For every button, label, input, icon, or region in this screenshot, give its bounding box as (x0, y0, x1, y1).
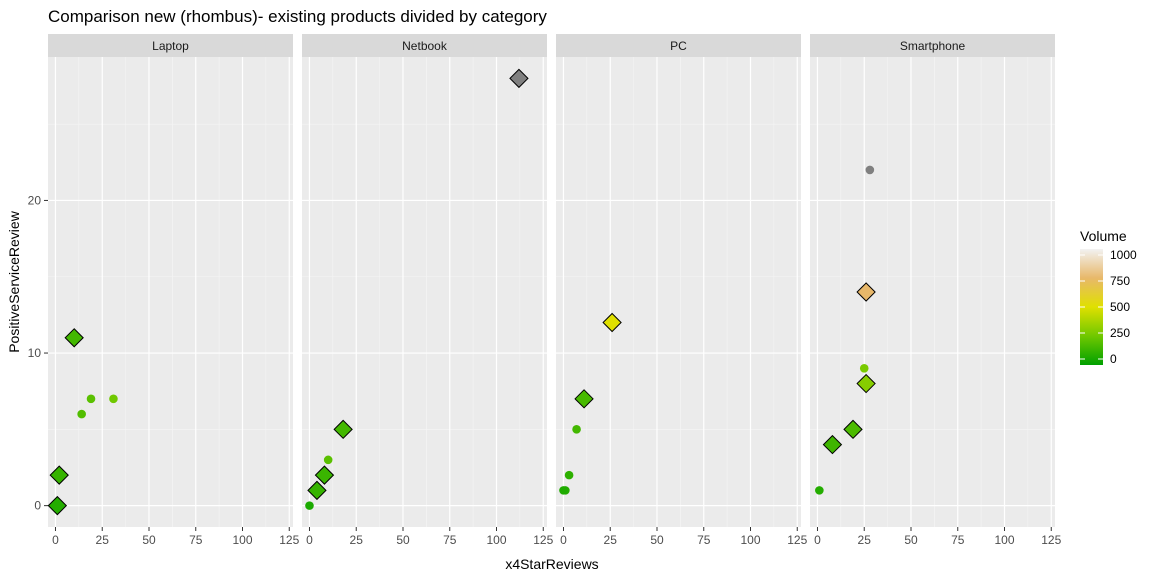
data-point-circle (572, 425, 581, 434)
x-tick-label: 75 (697, 533, 711, 547)
x-tick-label: 0 (306, 533, 313, 547)
data-point-diamond (822, 434, 843, 455)
data-point-circle (323, 455, 333, 465)
legend-title: Volume (1080, 228, 1127, 244)
facet-strip (810, 34, 1055, 57)
x-tick-label: 50 (142, 533, 156, 547)
x-tick-label: 125 (1041, 533, 1061, 547)
facet-strip (556, 34, 801, 57)
legend-colorbar (1080, 249, 1103, 365)
data-point-circle (815, 486, 824, 495)
x-tick-label: 125 (787, 533, 807, 547)
data-point-circle (109, 394, 118, 404)
x-tick-label: 25 (858, 533, 872, 547)
data-point-diamond (314, 465, 335, 485)
x-tick-label: 75 (189, 533, 203, 547)
data-point-diamond (49, 465, 69, 485)
facet-panel-laptop: Laptop 0 25 50 75 100 125 0 10 20 (28, 34, 300, 547)
data-point-diamond (307, 480, 327, 501)
chart-title: Comparison new (rhombus)- existing produ… (48, 7, 547, 26)
x-tick-label: 25 (350, 533, 364, 547)
data-point-diamond (602, 312, 622, 333)
x-tick-label: 100 (994, 533, 1014, 547)
legend-tick-label: 500 (1110, 300, 1130, 314)
y-axis-title: PositiveServiceReview (6, 210, 22, 352)
panel-background (556, 57, 801, 527)
x-tick-label: 75 (951, 533, 965, 547)
panel-background (48, 57, 293, 527)
data-point-circle (77, 409, 86, 419)
data-point-diamond (64, 328, 84, 348)
facet-panel-netbook: Netbook 0 25 50 75 100 125 (302, 34, 554, 547)
x-tick-label: 100 (232, 533, 252, 547)
x-tick-label: 100 (740, 533, 760, 547)
panel-background (302, 57, 547, 527)
data-point-circle (86, 394, 96, 404)
data-point-diamond (47, 495, 68, 516)
x-tick-label: 125 (279, 533, 299, 547)
x-tick-label: 0 (814, 533, 821, 547)
y-tick-label: 10 (28, 346, 42, 360)
x-tick-label: 50 (904, 533, 918, 547)
legend-tick-label: 0 (1110, 352, 1117, 366)
facet-strip-label: PC (670, 39, 687, 53)
x-tick-label: 50 (650, 533, 664, 547)
x-tick-label: 50 (396, 533, 410, 547)
data-point-circle (865, 165, 875, 175)
legend-tick-label: 1000 (1110, 248, 1137, 262)
facet-strip (302, 34, 547, 57)
legend-tick-label: 750 (1110, 274, 1130, 288)
data-point-circle (559, 486, 568, 495)
x-tick-label: 25 (604, 533, 618, 547)
x-tick-label: 0 (52, 533, 59, 547)
volume-legend: Volume 0 250 500 750 1000 (1080, 228, 1137, 366)
facet-strip-label: Smartphone (900, 39, 966, 53)
data-point-diamond (574, 389, 594, 409)
data-point-circle (305, 501, 314, 510)
facet-strip-label: Netbook (402, 39, 448, 53)
y-tick-label: 20 (28, 193, 42, 207)
data-point-diamond (856, 282, 876, 302)
facet-strip (48, 34, 293, 57)
data-point-diamond (333, 419, 353, 440)
x-axis-title: x4StarReviews (505, 556, 598, 572)
data-point-diamond (509, 68, 529, 89)
facet-panel-pc: PC 0 25 50 75 100 125 (556, 34, 808, 547)
x-tick-label: 75 (443, 533, 457, 547)
x-tick-label: 100 (486, 533, 506, 547)
x-tick-label: 0 (560, 533, 567, 547)
x-tick-label: 25 (96, 533, 110, 547)
facet-panel-smartphone: Smartphone 0 25 50 75 100 125 (810, 34, 1062, 547)
facet-panels: Laptop 0 25 50 75 100 125 0 10 20 Netbook 0 25 50 75 10… (28, 34, 1062, 547)
panel-background (810, 57, 1055, 527)
y-tick-label: 0 (34, 499, 41, 513)
data-point-diamond (843, 419, 863, 440)
legend-tick-label: 250 (1110, 326, 1130, 340)
x-tick-label: 125 (533, 533, 553, 547)
facet-strip-label: Laptop (152, 39, 189, 53)
data-point-circle (564, 470, 574, 480)
data-point-circle (859, 363, 869, 373)
data-point-diamond (856, 373, 876, 394)
